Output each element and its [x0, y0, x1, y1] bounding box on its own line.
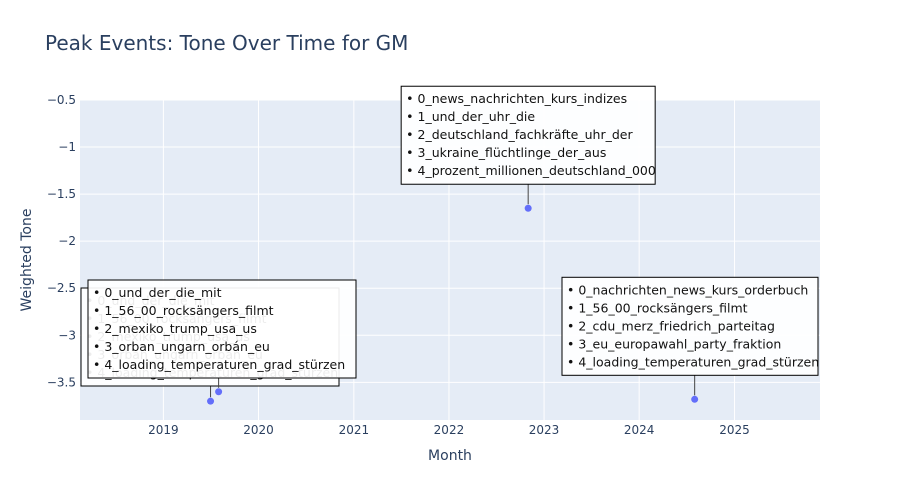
x-tick-label: 2023 [529, 423, 560, 437]
annotation-box [400, 85, 656, 185]
points [207, 204, 699, 405]
data-point [524, 204, 532, 212]
annotation-line: • 3_eu_europawahl_party_fraktion [567, 336, 781, 351]
y-tick-label: −1 [58, 140, 76, 154]
annotation-line: • 2_deutschland_fachkräfte_uhr_der [406, 127, 633, 142]
annotation-line: • 1_56_00_rocksängers_filmt [93, 303, 274, 318]
annotation-line: • 2_cdu_merz_friedrich_parteitag [567, 318, 775, 333]
annotations: • 0_und_der_die_mit • 1_56_00_rocksängers… [80, 85, 819, 398]
annotation-line: • 1_56_00_rocksängers_filmt [567, 300, 748, 315]
annotation-line: • 4_loading_temperaturen_grad_stürzen [93, 357, 345, 372]
y-ticks: −0.5 −1 −1.5 −2 −2.5 −3 −3.5 [47, 93, 76, 389]
y-tick-label: −3 [58, 328, 76, 342]
annotation-line: • 1_und_der_uhr_die [406, 109, 535, 124]
annotation: • 0_nachrichten_news_kurs_orderbuch • 1_5… [561, 276, 819, 396]
annotation-box [561, 276, 819, 376]
y-tick-label: −0.5 [47, 93, 76, 107]
annotation-line: • 4_prozent_millionen_deutschland_000 [406, 163, 656, 178]
y-tick-label: −1.5 [47, 187, 76, 201]
annotation-line: • 2_mexiko_trump_usa_us [93, 321, 257, 336]
data-point [215, 388, 223, 396]
data-point [691, 395, 699, 403]
x-tick-label: 2025 [719, 423, 750, 437]
annotation-line: • 0_news_nachrichten_kurs_indizes [406, 91, 627, 106]
y-tick-label: −2.5 [47, 281, 76, 295]
x-tick-label: 2024 [624, 423, 655, 437]
chart-title: Peak Events: Tone Over Time for GM [45, 31, 408, 55]
x-tick-label: 2019 [148, 423, 179, 437]
y-tick-label: −3.5 [47, 375, 76, 389]
y-tick-label: −2 [58, 234, 76, 248]
annotation: • 0_news_nachrichten_kurs_indizes • 1_und… [400, 85, 656, 205]
data-point [207, 397, 215, 405]
x-tick-label: 2021 [339, 423, 370, 437]
annotation-line: • 0_und_der_die_mit [93, 285, 222, 300]
x-axis-title: Month [428, 448, 472, 464]
annotation-line: • 0_nachrichten_news_kurs_orderbuch [567, 282, 808, 297]
x-ticks: 2019 2020 2021 2022 2023 2024 2025 [148, 423, 750, 437]
annotation-box [87, 279, 357, 379]
y-axis-title: Weighted Tone [19, 209, 35, 312]
annotation-line: • 4_loading_temperaturen_grad_stürzen [567, 354, 819, 369]
x-tick-label: 2020 [243, 423, 274, 437]
annotation: • 0_und_der_die_mit • 1_56_00_rocksängers… [87, 279, 357, 388]
annotation-line: • 3_ukraine_flüchtlinge_der_aus [406, 145, 606, 160]
x-tick-label: 2022 [434, 423, 465, 437]
annotation-line: • 3_orban_ungarn_orbán_eu [93, 339, 270, 354]
